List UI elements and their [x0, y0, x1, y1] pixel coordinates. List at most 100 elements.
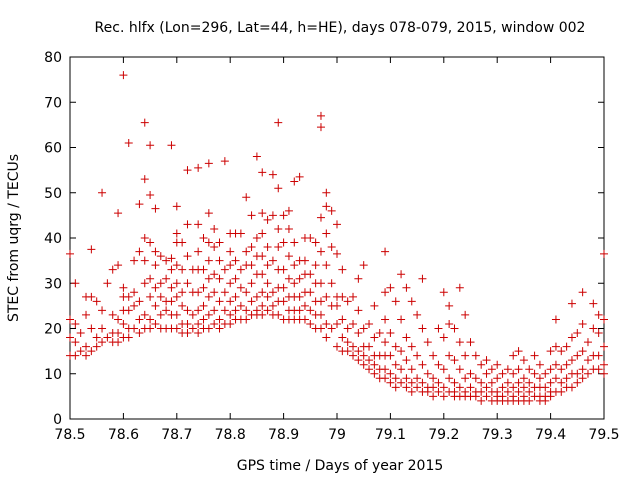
data-point: [210, 306, 219, 315]
data-point: [124, 333, 133, 342]
data-point: [316, 297, 325, 306]
data-point: [434, 387, 443, 396]
data-point: [439, 392, 448, 401]
data-point: [509, 351, 518, 360]
data-point: [258, 209, 267, 218]
data-point: [461, 374, 470, 383]
data-point: [279, 283, 288, 292]
data-point: [151, 261, 160, 270]
data-point: [322, 261, 331, 270]
data-point: [300, 315, 309, 324]
data-point: [231, 256, 240, 265]
data-point: [183, 279, 192, 288]
data-point: [140, 310, 149, 319]
data-point: [471, 374, 480, 383]
data-point: [215, 256, 224, 265]
data-point: [167, 297, 176, 306]
data-point: [402, 383, 411, 392]
data-point: [338, 315, 347, 324]
data-point: [146, 324, 155, 333]
data-point: [445, 301, 454, 310]
data-point: [146, 238, 155, 247]
data-point: [295, 172, 304, 181]
data-point: [333, 301, 341, 310]
data-point: [498, 369, 507, 378]
data-point: [226, 310, 235, 319]
data-point: [274, 184, 283, 193]
data-point: [220, 288, 229, 297]
data-point: [204, 209, 213, 218]
data-point: [407, 297, 416, 306]
data-point: [349, 319, 358, 328]
data-point: [466, 369, 475, 378]
data-point: [503, 387, 512, 396]
data-point: [210, 270, 219, 279]
data-point: [172, 292, 181, 301]
data-point: [194, 306, 203, 315]
data-point: [306, 270, 315, 279]
data-point: [258, 301, 267, 310]
data-point: [140, 175, 149, 184]
data-point: [445, 351, 454, 360]
data-point: [381, 315, 390, 324]
data-point: [557, 387, 566, 396]
data-point: [600, 360, 608, 369]
data-point: [204, 310, 213, 319]
data-point: [252, 292, 261, 301]
data-point: [535, 374, 544, 383]
data-point: [172, 324, 181, 333]
data-point: [509, 383, 518, 392]
data-point: [386, 351, 395, 360]
data-point: [268, 301, 277, 310]
data-point: [268, 211, 277, 220]
data-point: [567, 299, 576, 308]
data-point: [482, 383, 491, 392]
data-point: [130, 256, 139, 265]
data-point: [151, 301, 160, 310]
data-point: [124, 292, 133, 301]
x-tick-label: 79: [328, 427, 346, 443]
data-point: [455, 365, 464, 374]
data-point: [316, 123, 325, 132]
data-point: [546, 392, 555, 401]
data-point: [418, 378, 427, 387]
data-point: [204, 159, 213, 168]
data-point: [583, 338, 592, 347]
data-point: [578, 365, 587, 374]
data-point: [333, 319, 341, 328]
data-point: [322, 188, 331, 197]
data-point: [439, 383, 448, 392]
data-point: [199, 315, 208, 324]
data-point: [386, 283, 395, 292]
data-point: [295, 274, 304, 283]
data-point: [108, 265, 117, 274]
data-point: [471, 351, 480, 360]
data-point: [220, 306, 229, 315]
x-tick-label: 78.7: [161, 427, 192, 443]
data-point: [316, 279, 325, 288]
data-point: [172, 202, 181, 211]
data-point: [413, 383, 422, 392]
data-point: [284, 252, 293, 261]
data-point: [503, 365, 512, 374]
data-point: [589, 299, 598, 308]
data-point: [546, 347, 555, 356]
axis-ticks: [69, 56, 605, 420]
data-point: [386, 369, 395, 378]
data-point: [306, 288, 315, 297]
data-point: [199, 283, 208, 292]
data-point: [306, 234, 315, 242]
data-point: [66, 249, 74, 258]
data-point: [594, 310, 603, 319]
data-point: [482, 369, 491, 378]
data-point: [546, 378, 555, 387]
data-point: [429, 374, 438, 383]
data-point: [188, 310, 197, 319]
data-point: [423, 387, 432, 396]
data-point: [119, 71, 128, 80]
data-point: [482, 356, 491, 365]
data-point: [445, 319, 454, 328]
data-point: [178, 288, 187, 297]
data-point: [423, 338, 432, 347]
data-point: [471, 392, 480, 401]
